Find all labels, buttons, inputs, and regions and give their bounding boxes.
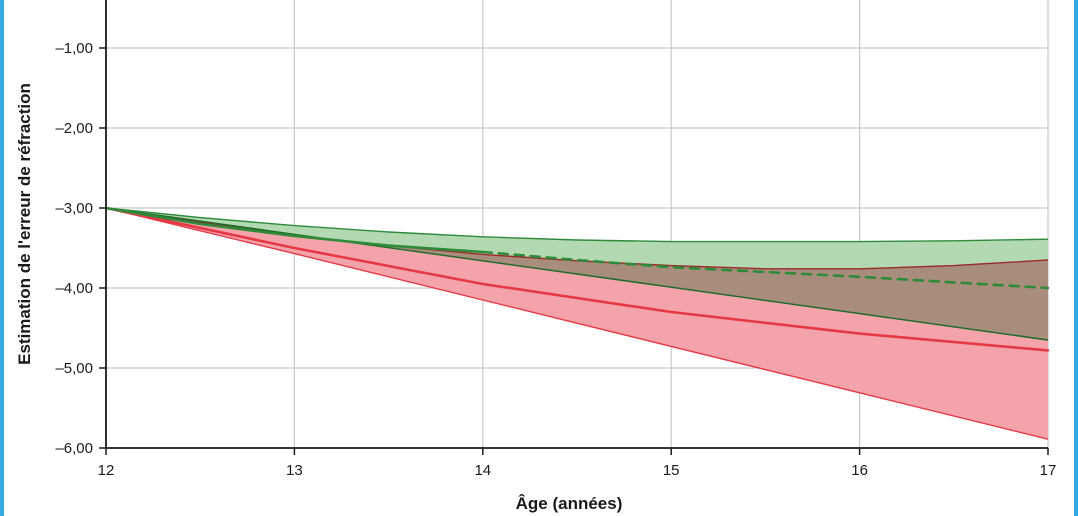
- series-line-2: [104, 206, 485, 254]
- y-tick-label: –6,00: [55, 440, 93, 457]
- x-axis-title: Âge (années): [516, 494, 623, 513]
- series-line-1: [104, 206, 1050, 352]
- x-tick-label: 13: [286, 462, 303, 479]
- y-axis-title: Estimation de l'erreur de réfraction: [15, 83, 34, 365]
- band-lower-edge-1: [105, 207, 1049, 440]
- y-tick-label: –4,00: [55, 280, 93, 297]
- axes: [105, 0, 1048, 449]
- y-tick-label: –3,00: [55, 200, 93, 217]
- band-upper-edge-2: [105, 207, 1049, 243]
- y-tick-label: –2,00: [55, 120, 93, 137]
- frame-left-bar: [0, 0, 4, 516]
- tick-labels: 12 13 14 15 16 17 –1,00 –2,00 –3,00 –4,00 –5,00 –6,…: [55, 40, 1056, 479]
- band-area-1: [106, 208, 1048, 440]
- x-tick-label: 12: [98, 462, 115, 479]
- x-tick-label: 17: [1040, 462, 1057, 479]
- bands: [105, 207, 1049, 440]
- series-lines: [104, 206, 1050, 352]
- y-tick-label: –1,00: [55, 40, 93, 57]
- frame-right-bar: [1074, 0, 1078, 516]
- y-tick-label: –5,00: [55, 360, 93, 377]
- x-tick-label: 16: [851, 462, 868, 479]
- x-tick-label: 14: [474, 462, 491, 479]
- series-line-3: [481, 250, 1050, 290]
- x-tick-label: 15: [663, 462, 680, 479]
- band-lower-edge-2-overlay: [105, 207, 1049, 341]
